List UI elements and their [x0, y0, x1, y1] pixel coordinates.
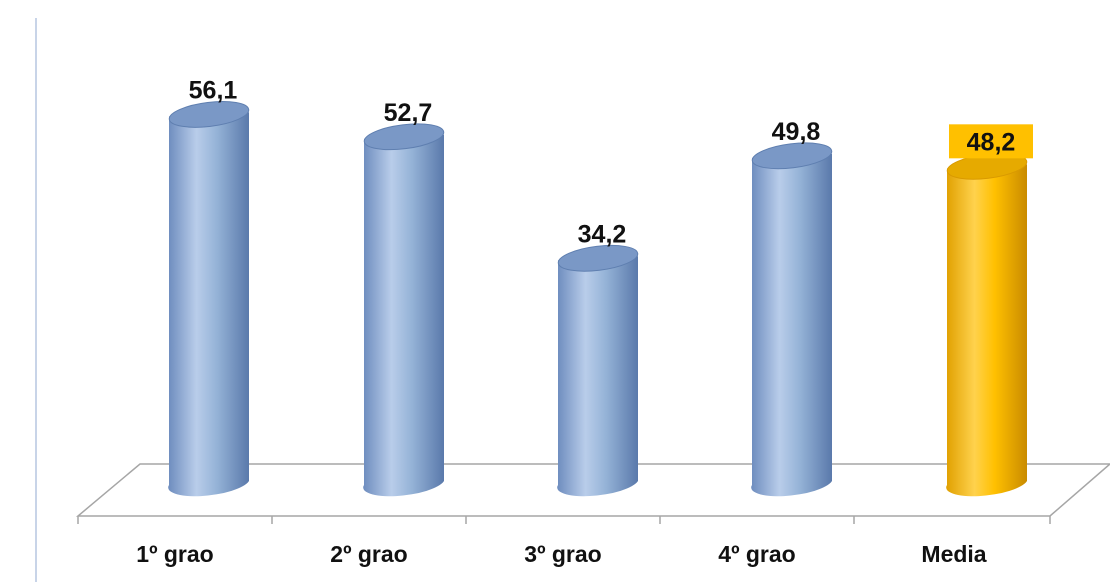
- bar-body: [946, 164, 1027, 497]
- category-label: 4º grao: [718, 541, 795, 567]
- value-label: 49,8: [772, 118, 821, 146]
- bar: [168, 101, 250, 497]
- category-label: 1º grao: [136, 541, 213, 567]
- x-axis-ticks: [77, 516, 1051, 524]
- bar-top: [168, 101, 250, 128]
- value-label: 34,2: [578, 220, 627, 248]
- bar: [363, 123, 445, 497]
- category-label: Media: [921, 541, 986, 567]
- value-label: 48,2: [967, 128, 1016, 156]
- category-labels: 1º grao 2º grao 3º grao 4º grao Media: [136, 541, 987, 567]
- category-label: 3º grao: [524, 541, 601, 567]
- bar-top: [751, 142, 833, 170]
- category-label: 2º grao: [330, 541, 407, 567]
- bars-group: [168, 101, 1028, 497]
- bar: [751, 142, 833, 497]
- bar-body: [557, 256, 638, 497]
- bar-top: [363, 123, 445, 151]
- value-labels: 56,1 52,7 34,2 49,8 48,2: [189, 76, 1033, 248]
- bar-top: [557, 244, 639, 272]
- highlight-value-label-background: [949, 124, 1033, 159]
- bar: [946, 152, 1028, 497]
- value-label: 52,7: [384, 99, 433, 127]
- bar: [557, 244, 639, 497]
- bar-body: [168, 112, 249, 497]
- bar-body: [751, 153, 832, 497]
- bar-body: [363, 134, 444, 497]
- value-label: 56,1: [189, 76, 238, 104]
